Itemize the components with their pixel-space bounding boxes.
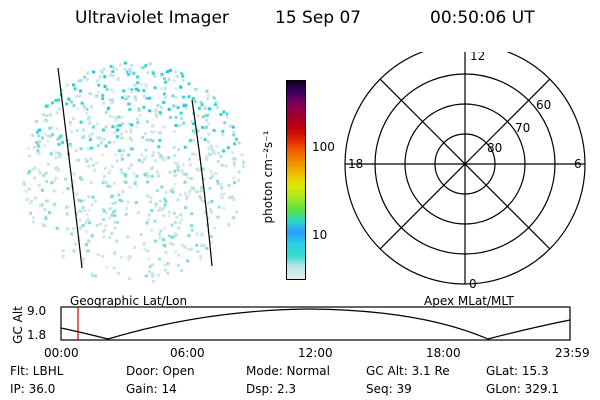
glon-info: GLon: 329.1 <box>486 382 559 396</box>
meridian-line-right <box>191 99 213 267</box>
dsp-info: Dsp: 2.3 <box>246 382 297 396</box>
time-tick-0000: 00:00 <box>44 346 79 360</box>
date-label: 15 Sep 07 <box>275 8 362 28</box>
geographic-label: Geographic Lat/Lon <box>70 294 188 308</box>
door-info: Door: Open <box>126 364 195 378</box>
ip-info: IP: 36.0 <box>10 382 56 396</box>
mlt-label-12: 12 <box>470 52 485 63</box>
time-label: 00:50:06 UT <box>430 8 535 28</box>
time-tick-1200: 12:00 <box>298 346 333 360</box>
time-tick-1800: 18:00 <box>426 346 461 360</box>
gain-info: Gain: 14 <box>126 382 177 396</box>
gc-alt-info: GC Alt: 3.1 Re <box>366 364 450 378</box>
altitude-tick-1-8: 1.8 <box>27 328 47 342</box>
polar-grid: 12 18 6 0 60 70 80 <box>344 52 586 291</box>
mode-info: Mode: Normal <box>246 364 330 378</box>
filter-info: Flt: LBHL <box>10 364 64 378</box>
seq-info: Seq: 39 <box>366 382 412 396</box>
altitude-tick-9: 9.0 <box>27 304 47 318</box>
glat-info: GLat: 15.3 <box>486 364 549 378</box>
apex-label: Apex MLat/MLT <box>424 294 514 308</box>
imager-title: Ultraviolet Imager <box>75 8 229 28</box>
meridian-line-left <box>57 67 83 269</box>
time-tick-0600: 06:00 <box>170 346 205 360</box>
mlt-label-18: 18 <box>348 157 363 171</box>
altitude-axis-label: GC Alt <box>11 306 25 344</box>
auroral-image <box>21 61 245 285</box>
colorbar-tick-10: 10 <box>312 228 328 242</box>
colorbar-tick-100: 100 <box>312 140 335 154</box>
colorbar-unit-label: photon cm⁻²s⁻¹ <box>261 130 275 224</box>
mlt-label-6: 6 <box>574 157 582 171</box>
mlat-label-60: 60 <box>536 98 551 112</box>
altitude-plot <box>60 306 571 341</box>
time-tick-2359: 23:59 <box>555 346 590 360</box>
mlat-label-70: 70 <box>515 121 530 135</box>
colorbar <box>286 80 306 280</box>
mlt-label-0: 0 <box>469 277 477 291</box>
mlat-label-80: 80 <box>487 141 502 155</box>
altitude-curve <box>60 308 571 340</box>
